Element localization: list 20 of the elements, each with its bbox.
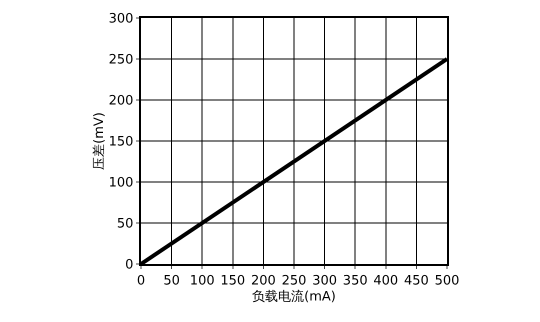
x-axis-title: 负载电流(mA) (252, 288, 336, 305)
x-tick-label: 0 (136, 274, 146, 289)
x-tick-label: 350 (342, 274, 368, 289)
y-tick-label: 250 (108, 52, 134, 68)
y-tick-label: 200 (108, 94, 134, 109)
x-tick-label: 50 (163, 274, 180, 289)
y-tick-label: 300 (108, 12, 134, 27)
y-axis-title: 压差(mV) (92, 112, 108, 170)
x-tick-label: 300 (312, 274, 338, 289)
x-tick-label: 250 (282, 274, 306, 289)
x-tick-label: 200 (250, 274, 276, 289)
y-tick-label: 150 (108, 134, 134, 150)
y-tick-label: 0 (125, 258, 134, 273)
y-tick-label: 50 (116, 216, 134, 232)
x-tick-label: 500 (434, 274, 460, 289)
x-tick-label: 400 (373, 274, 398, 289)
x-tick-label: 150 (220, 274, 246, 289)
x-tick-label: 450 (404, 274, 429, 289)
y-tick-label: 100 (108, 176, 134, 191)
x-tick-label: 100 (190, 274, 215, 289)
